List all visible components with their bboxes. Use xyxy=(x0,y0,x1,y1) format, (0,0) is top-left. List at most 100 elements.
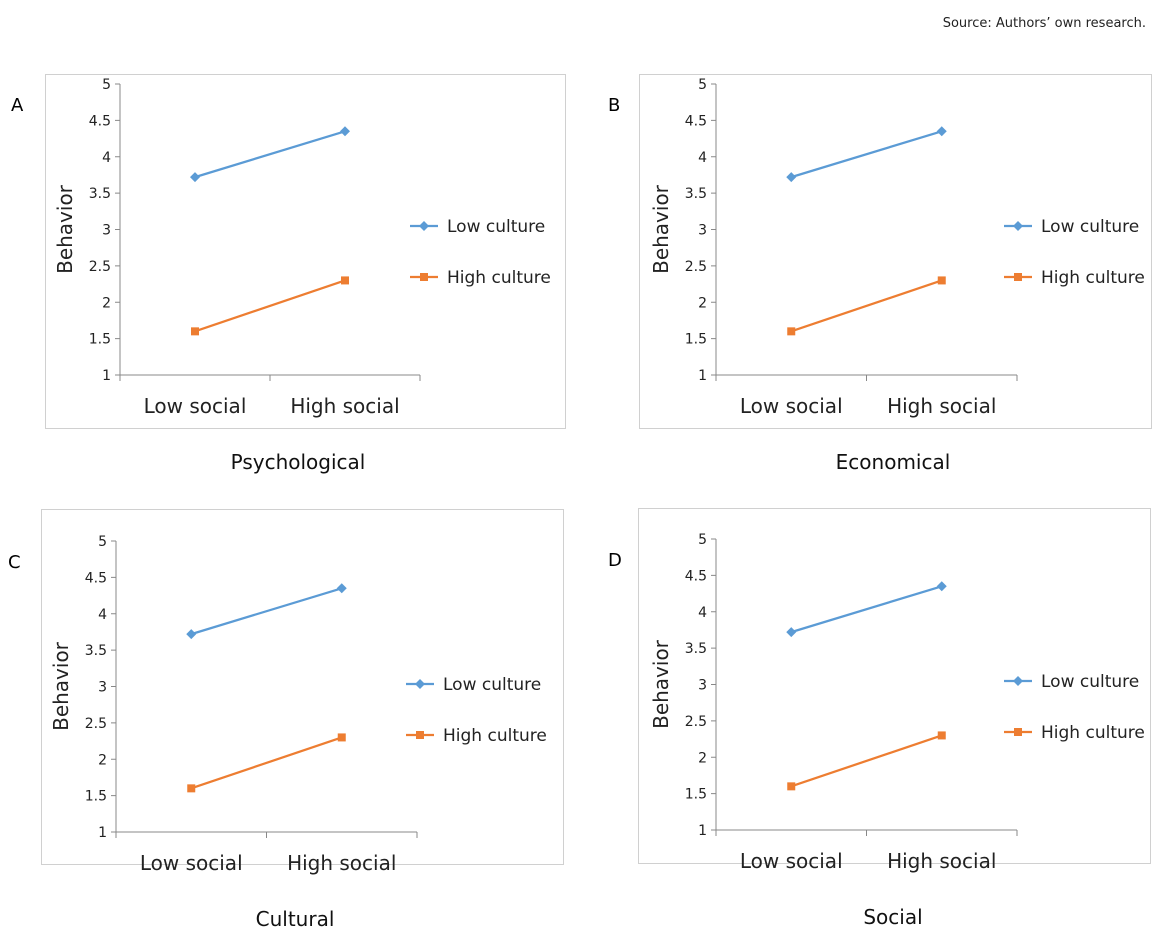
y-tick-label: 1 xyxy=(98,825,107,841)
chart-caption: Economical xyxy=(835,450,951,474)
legend-marker xyxy=(416,731,424,739)
legend-label: High culture xyxy=(447,268,551,288)
y-tick-label: 5 xyxy=(698,77,707,93)
legend-label: High culture xyxy=(1041,723,1145,743)
chart-panel-c: C 1 1.5 2 2.5 3 3.5 4 4.5 5 Low social High social… xyxy=(0,478,577,931)
legend-label: Low culture xyxy=(1041,672,1139,692)
chart-caption: Psychological xyxy=(230,450,366,474)
x-tick-label: High social xyxy=(887,849,996,873)
chart-svg: 1 1.5 2 2.5 3 3.5 4 4.5 5 Low social High social Be… xyxy=(638,508,1151,873)
y-tick-label: 3 xyxy=(698,223,707,239)
chart-caption: Cultural xyxy=(255,907,335,931)
y-tick-label: 3.5 xyxy=(685,186,707,202)
data-point xyxy=(190,172,200,183)
y-tick-label: 5 xyxy=(98,534,107,550)
data-point xyxy=(936,581,947,592)
chart-panel-b: B 1 1.5 2 2.5 3 3.5 4 4.5 5 Low social High social… xyxy=(577,0,1154,478)
series-line xyxy=(790,585,943,634)
chart-panel-d: D 1 1.5 2 2.5 3 3.5 4 4.5 5 Low social High social… xyxy=(577,478,1154,929)
y-tick-label: 2 xyxy=(698,750,707,766)
y-tick-label: 2.5 xyxy=(685,714,707,730)
legend-label: High culture xyxy=(1041,268,1145,288)
legend-label: Low culture xyxy=(1041,217,1139,237)
y-tick-label: 4 xyxy=(102,150,111,166)
y-tick-label: 4 xyxy=(98,607,107,623)
data-point xyxy=(191,327,199,336)
panel-label: C xyxy=(8,552,21,573)
y-tick-label: 2 xyxy=(698,295,707,311)
legend-marker xyxy=(1014,273,1022,281)
data-point xyxy=(341,276,349,285)
legend-label: High culture xyxy=(443,726,547,746)
y-tick-label: 3.5 xyxy=(85,643,107,659)
data-point xyxy=(937,731,946,740)
data-point xyxy=(787,782,796,791)
y-tick-label: 4.5 xyxy=(685,568,707,584)
y-tick-label: 5 xyxy=(698,532,707,548)
panel-label: A xyxy=(11,95,24,116)
y-tick-label: 3 xyxy=(102,223,111,239)
legend-marker xyxy=(420,273,428,281)
y-tick-label: 3 xyxy=(98,680,107,696)
y-tick-label: 3 xyxy=(698,678,707,694)
y-tick-label: 1 xyxy=(102,368,111,384)
chart-caption: Social xyxy=(863,905,923,929)
data-point xyxy=(337,733,346,742)
y-axis-label: Behavior xyxy=(649,184,673,274)
y-tick-label: 1.5 xyxy=(89,332,111,348)
y-tick-label: 1.5 xyxy=(685,787,707,803)
data-point xyxy=(787,327,796,336)
chart-svg: 1 1.5 2 2.5 3 3.5 4 4.5 5 Low social High social Be… xyxy=(45,74,566,429)
y-tick-label: 4.5 xyxy=(89,113,111,129)
legend-marker xyxy=(419,221,429,231)
data-point xyxy=(336,583,347,594)
panel-label: D xyxy=(608,550,622,571)
series-line xyxy=(790,734,943,788)
x-tick-label: Low social xyxy=(144,394,247,418)
y-axis-label: Behavior xyxy=(49,641,73,731)
y-tick-label: 1 xyxy=(698,823,707,839)
y-tick-label: 1 xyxy=(698,368,707,384)
data-point xyxy=(340,126,350,137)
x-tick-label: Low social xyxy=(740,394,843,418)
data-point xyxy=(786,172,797,183)
y-axis-label: Behavior xyxy=(649,639,673,729)
legend-marker xyxy=(415,679,425,689)
data-point xyxy=(936,126,947,137)
chart-frame xyxy=(45,74,566,429)
x-tick-label: High social xyxy=(287,851,396,875)
chart-svg: 1 1.5 2 2.5 3 3.5 4 4.5 5 Low social High social Be… xyxy=(41,509,564,875)
series-line xyxy=(190,736,343,790)
y-tick-label: 5 xyxy=(102,77,111,93)
y-tick-label: 3.5 xyxy=(89,186,111,202)
y-tick-label: 2 xyxy=(102,295,111,311)
series-line xyxy=(790,279,943,333)
y-axis-label: Behavior xyxy=(53,184,77,274)
x-tick-label: Low social xyxy=(740,849,843,873)
series-line xyxy=(194,279,346,333)
series-line xyxy=(790,130,943,179)
y-tick-label: 1.5 xyxy=(85,789,107,805)
legend-marker xyxy=(1014,728,1022,736)
y-tick-label: 2.5 xyxy=(685,259,707,275)
y-tick-label: 2.5 xyxy=(85,716,107,732)
data-point xyxy=(786,627,797,638)
y-tick-label: 3.5 xyxy=(685,641,707,657)
data-point xyxy=(937,276,946,285)
legend-label: Low culture xyxy=(443,675,541,695)
data-point xyxy=(187,784,196,793)
legend-marker xyxy=(1013,221,1023,231)
chart-panel-a: A 1 1.5 2 2.5 3 3.5 4 4.5 5 Low social High social… xyxy=(0,0,577,478)
chart-frame xyxy=(638,508,1151,864)
series-line xyxy=(194,130,346,179)
panel-label: B xyxy=(608,95,621,116)
legend-label: Low culture xyxy=(447,217,545,237)
source-note: Source: Authors’ own research. xyxy=(942,16,1146,31)
y-tick-label: 4.5 xyxy=(685,113,707,129)
y-tick-label: 4.5 xyxy=(85,570,107,586)
y-tick-label: 4 xyxy=(698,150,707,166)
series-line xyxy=(190,587,343,636)
y-tick-label: 2 xyxy=(98,752,107,768)
x-tick-label: Low social xyxy=(140,851,243,875)
y-tick-label: 1.5 xyxy=(685,332,707,348)
